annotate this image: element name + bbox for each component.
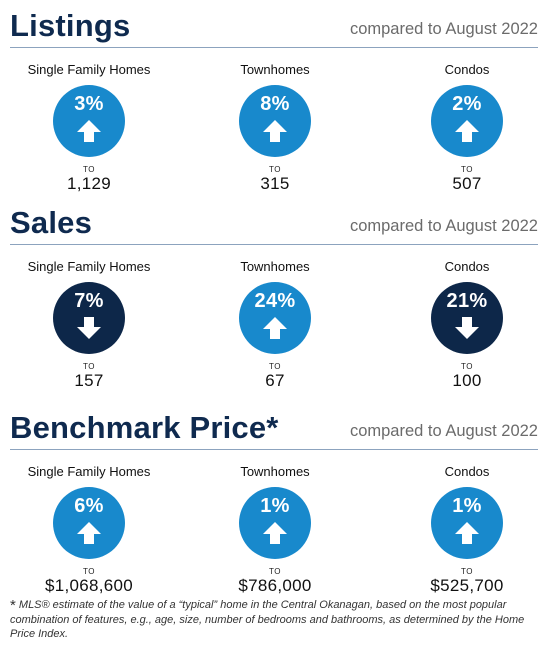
arrow-up-icon	[263, 120, 287, 142]
section-header: Sales compared to August 2022	[0, 203, 550, 247]
percent-change: 7%	[74, 290, 104, 312]
category-label: Townhomes	[240, 62, 310, 77]
percent-change: 3%	[74, 93, 104, 115]
change-badge: 8%	[239, 85, 311, 157]
stat-value: 507	[452, 174, 482, 193]
section-title: Listings	[10, 8, 131, 43]
stat-value: 67	[265, 371, 285, 390]
percent-change: 2%	[452, 93, 482, 115]
to-label: TO	[83, 567, 95, 576]
section-header: Listings compared to August 2022	[0, 6, 550, 50]
category-label: Condos	[444, 464, 490, 479]
arrow-up-icon	[455, 522, 479, 544]
stat-townhomes: Townhomes 1% TO $786,000	[190, 452, 360, 596]
section-title: Benchmark Price*	[10, 410, 279, 445]
category-label: Single Family Homes	[27, 259, 151, 274]
benchmark-price-section: Benchmark Price* compared to August 2022…	[0, 408, 550, 595]
stat-value: 315	[260, 174, 290, 193]
category-label: Condos	[444, 259, 490, 274]
to-label: TO	[83, 165, 95, 174]
compare-label: compared to August 2022	[349, 217, 538, 235]
arrow-down-icon	[77, 317, 101, 339]
percent-change: 1%	[260, 495, 290, 517]
stat-value: 157	[74, 371, 104, 390]
arrow-up-icon	[263, 317, 287, 339]
change-badge: 1%	[431, 487, 503, 559]
percent-change: 6%	[74, 495, 104, 517]
compare-label: compared to August 2022	[349, 422, 538, 440]
stat-single-family: Single Family Homes 7% TO 157	[4, 247, 174, 391]
footnote-asterisk: *	[10, 597, 16, 614]
footnote: * MLS® estimate of the value of a “typic…	[10, 598, 540, 641]
arrow-up-icon	[77, 522, 101, 544]
stat-value: 1,129	[66, 174, 112, 193]
stat-value: $1,068,600	[44, 576, 134, 595]
category-label: Townhomes	[240, 464, 310, 479]
footnote-text: MLS® estimate of the value of a “typical…	[10, 599, 525, 640]
stat-value: 100	[452, 371, 482, 390]
category-label: Single Family Homes	[27, 62, 151, 77]
arrow-down-icon	[455, 317, 479, 339]
to-label: TO	[83, 362, 95, 371]
stat-value: $525,700	[430, 576, 504, 595]
arrow-up-icon	[263, 522, 287, 544]
to-label: TO	[269, 165, 281, 174]
to-label: TO	[269, 567, 281, 576]
section-header: Benchmark Price* compared to August 2022	[0, 408, 550, 452]
section-divider	[10, 244, 538, 245]
stat-condos: Condos 21% TO 100	[382, 247, 550, 391]
stat-value: $786,000	[238, 576, 312, 595]
to-label: TO	[461, 165, 473, 174]
change-badge: 6%	[53, 487, 125, 559]
percent-change: 8%	[260, 93, 290, 115]
change-badge: 2%	[431, 85, 503, 157]
stat-single-family: Single Family Homes 3% TO 1,129	[4, 50, 174, 194]
stat-single-family: Single Family Homes 6% TO $1,068,600	[4, 452, 174, 596]
stat-condos: Condos 1% TO $525,700	[382, 452, 550, 596]
arrow-up-icon	[455, 120, 479, 142]
sales-section: Sales compared to August 2022 Single Fam…	[0, 203, 550, 390]
compare-label: compared to August 2022	[349, 20, 538, 38]
stat-townhomes: Townhomes 24% TO 67	[190, 247, 360, 391]
to-label: TO	[461, 567, 473, 576]
change-badge: 3%	[53, 85, 125, 157]
arrow-up-icon	[77, 120, 101, 142]
section-divider	[10, 449, 538, 450]
change-badge: 1%	[239, 487, 311, 559]
section-divider	[10, 47, 538, 48]
change-badge: 21%	[431, 282, 503, 354]
change-badge: 24%	[239, 282, 311, 354]
percent-change: 1%	[452, 495, 482, 517]
category-label: Single Family Homes	[27, 464, 151, 479]
listings-section: Listings compared to August 2022 Single …	[0, 6, 550, 193]
to-label: TO	[269, 362, 281, 371]
stat-condos: Condos 2% TO 507	[382, 50, 550, 194]
category-label: Townhomes	[240, 259, 310, 274]
category-label: Condos	[444, 62, 490, 77]
percent-change: 24%	[254, 290, 296, 312]
section-title: Sales	[10, 205, 93, 240]
stat-townhomes: Townhomes 8% TO 315	[190, 50, 360, 194]
to-label: TO	[461, 362, 473, 371]
change-badge: 7%	[53, 282, 125, 354]
percent-change: 21%	[446, 290, 488, 312]
